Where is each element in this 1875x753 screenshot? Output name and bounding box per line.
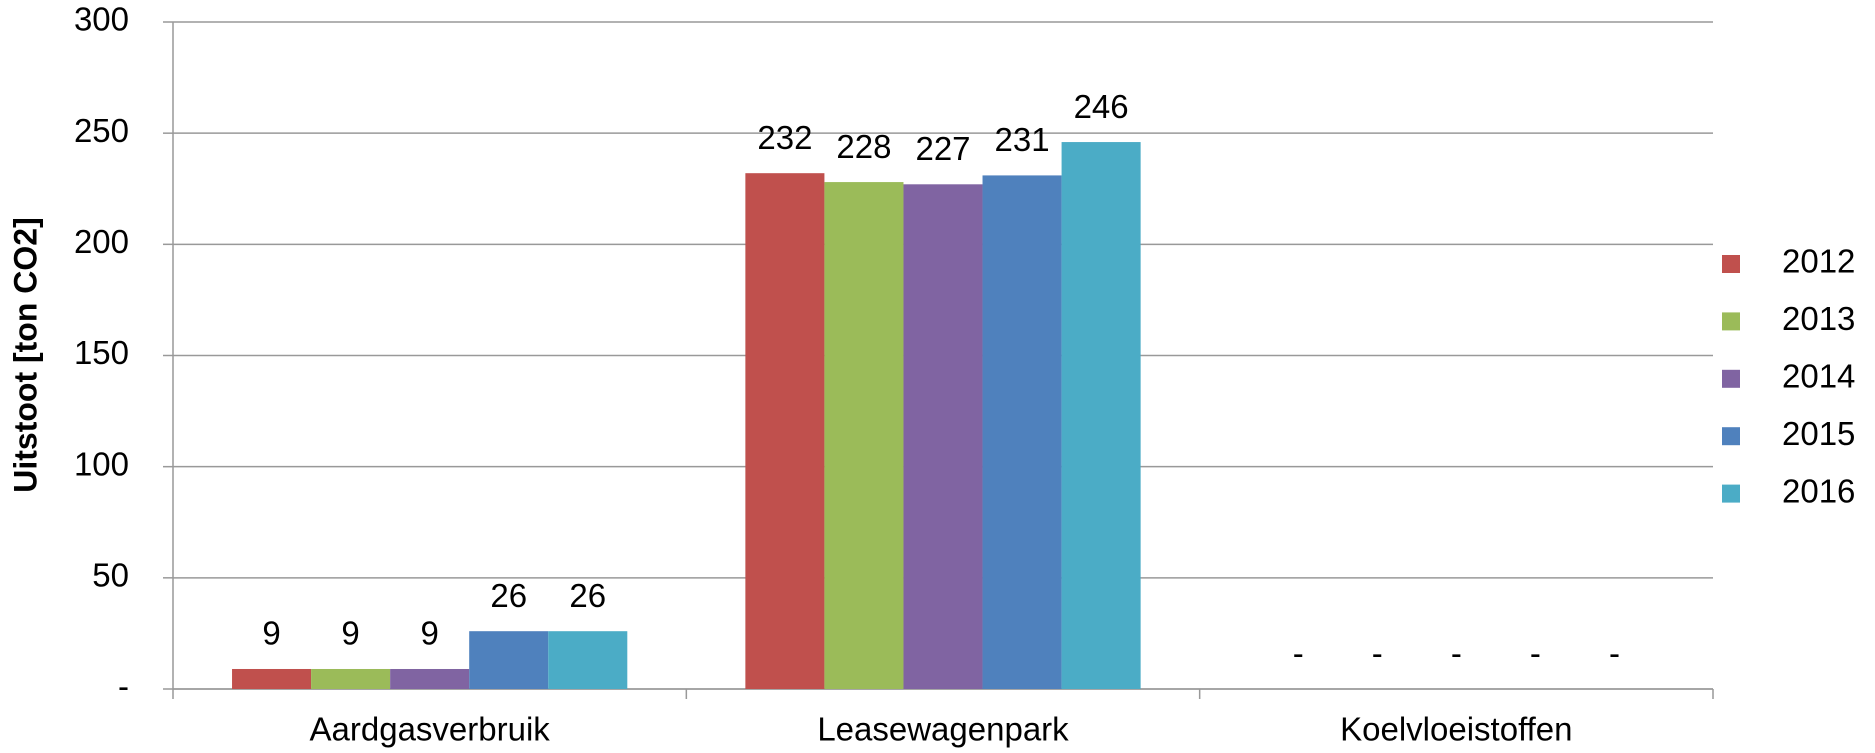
- value-label: 26: [490, 577, 527, 614]
- x-tick-label: Leasewagenpark: [817, 711, 1069, 748]
- value-label: -: [1609, 635, 1620, 672]
- y-tick-label: 150: [74, 334, 129, 371]
- y-tick-label: 200: [74, 223, 129, 260]
- bar: [311, 668, 391, 689]
- bar: [824, 182, 904, 689]
- bar: [745, 173, 825, 690]
- y-axis-title: Uitstoot [ton CO2]: [7, 217, 43, 493]
- bar: [232, 668, 312, 689]
- y-tick-label: 100: [74, 445, 129, 482]
- y-tick-label: 250: [74, 112, 129, 149]
- bar: [469, 631, 549, 689]
- legend-swatch: [1722, 427, 1740, 446]
- y-tick-label: 300: [74, 1, 129, 38]
- value-label: 26: [569, 577, 606, 614]
- x-tick-label: Aardgasverbruik: [310, 711, 551, 748]
- value-label: 9: [262, 615, 280, 652]
- value-label: -: [1293, 635, 1304, 672]
- legend-swatch: [1722, 369, 1740, 388]
- legend-label: 2016: [1782, 472, 1855, 509]
- legend-swatch: [1722, 255, 1740, 273]
- bar: [982, 175, 1062, 689]
- legend-label: 2014: [1782, 358, 1855, 395]
- value-label: -: [1530, 635, 1541, 672]
- legend-label: 2012: [1782, 243, 1855, 280]
- legend-swatch: [1722, 484, 1740, 503]
- value-label: 227: [915, 130, 970, 167]
- value-label: -: [1451, 635, 1462, 672]
- value-label: -: [1372, 635, 1383, 672]
- value-label: 232: [757, 119, 812, 156]
- y-tick-label: 50: [92, 557, 129, 594]
- legend-label: 2013: [1782, 300, 1855, 337]
- y-tick-label: -: [118, 668, 129, 705]
- value-label: 9: [420, 615, 438, 652]
- value-label: 231: [995, 121, 1050, 158]
- legend-label: 2015: [1782, 415, 1855, 452]
- legend-swatch: [1722, 312, 1740, 331]
- value-label: 228: [836, 128, 891, 165]
- bar: [390, 668, 470, 689]
- value-label: 9: [341, 615, 359, 652]
- x-tick-label: Koelvloeistoffen: [1340, 711, 1572, 748]
- bar: [1061, 142, 1141, 689]
- bar: [548, 631, 628, 689]
- bar: [903, 184, 983, 689]
- value-label: 246: [1074, 88, 1129, 125]
